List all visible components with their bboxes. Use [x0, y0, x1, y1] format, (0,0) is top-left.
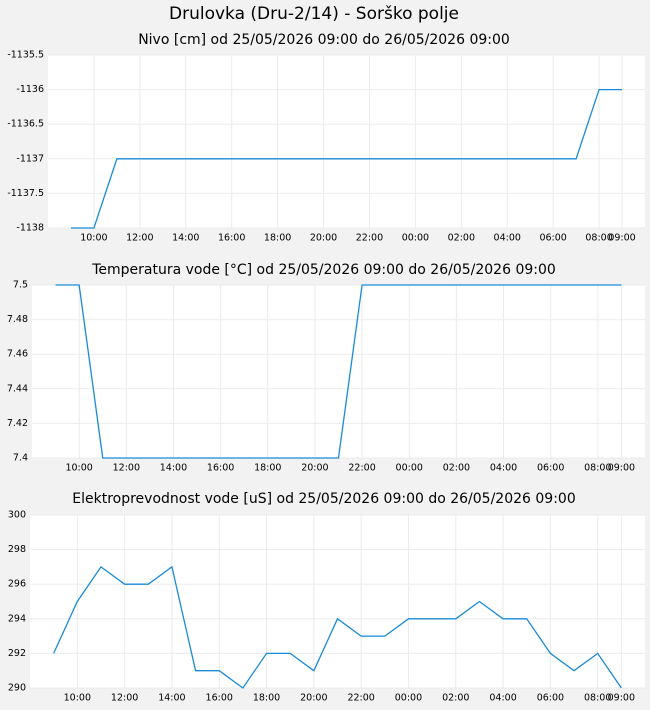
x-tick-label: 00:00 — [396, 463, 423, 474]
x-tick-label: 10:00 — [64, 693, 91, 704]
y-tick-label: 292 — [8, 648, 26, 659]
x-tick-label: 22:00 — [348, 463, 375, 474]
y-tick-label: -1137.5 — [7, 188, 44, 199]
y-tick-label: 294 — [8, 613, 26, 624]
chart-subtitle: Nivo [cm] od 25/05/2026 09:00 do 26/05/2… — [138, 32, 510, 48]
x-tick-label: 12:00 — [113, 463, 140, 474]
y-tick-label: 296 — [8, 579, 26, 590]
x-tick-label: 20:00 — [300, 693, 327, 704]
y-tick-label: -1135.5 — [7, 50, 44, 61]
y-tick-label: 7.4 — [13, 453, 28, 464]
x-tick-label: 08:00 — [584, 463, 611, 474]
chart-subtitle: Elektroprevodnost vode [uS] od 25/05/202… — [72, 491, 575, 507]
x-tick-label: 14:00 — [160, 463, 187, 474]
y-tick-label: -1137 — [16, 153, 44, 164]
x-tick-label: 12:00 — [111, 693, 138, 704]
y-tick-label: 7.5 — [13, 280, 28, 291]
x-tick-label: 06:00 — [537, 463, 564, 474]
y-tick-label: -1136 — [16, 84, 44, 95]
x-tick-label: 16:00 — [207, 463, 234, 474]
x-tick-label: 09:00 — [608, 233, 635, 244]
data-line — [55, 284, 622, 459]
y-tick-label: 298 — [8, 544, 26, 555]
x-tick-label: 02:00 — [442, 693, 469, 704]
x-tick-label: 08:00 — [585, 233, 612, 244]
x-tick-label: 00:00 — [402, 233, 429, 244]
plot-area — [30, 515, 645, 688]
x-tick-label: 02:00 — [443, 463, 470, 474]
y-tick-label: 7.44 — [7, 383, 28, 394]
x-tick-label: 08:00 — [584, 693, 611, 704]
y-tick-label: 290 — [8, 683, 26, 694]
chart-subtitle: Temperatura vode [°C] od 25/05/2026 09:0… — [91, 262, 556, 278]
page-title: Drulovka (Dru-2/14) - Sorško polje — [169, 4, 459, 24]
x-tick-label: 06:00 — [537, 693, 564, 704]
x-tick-label: 14:00 — [158, 693, 185, 704]
x-tick-label: 18:00 — [264, 233, 291, 244]
y-tick-label: 7.46 — [7, 349, 28, 360]
y-tick-label: -1136.5 — [7, 119, 44, 130]
x-tick-label: 10:00 — [65, 463, 92, 474]
x-tick-label: 16:00 — [218, 233, 245, 244]
x-tick-label: 18:00 — [253, 693, 280, 704]
x-tick-label: 00:00 — [395, 693, 422, 704]
x-tick-label: 04:00 — [489, 693, 516, 704]
plot-area — [32, 285, 645, 458]
y-tick-label: 7.48 — [7, 314, 28, 325]
y-tick-label: -1138 — [16, 223, 44, 234]
x-tick-label: 09:00 — [608, 463, 635, 474]
x-tick-label: 16:00 — [206, 693, 233, 704]
x-tick-label: 09:00 — [608, 693, 635, 704]
plot-area — [48, 55, 645, 228]
data-line — [70, 88, 623, 229]
x-tick-label: 14:00 — [172, 233, 199, 244]
y-tick-label: 7.42 — [7, 418, 28, 429]
x-tick-label: 06:00 — [539, 233, 566, 244]
x-tick-label: 20:00 — [301, 463, 328, 474]
x-tick-label: 04:00 — [490, 463, 517, 474]
x-tick-label: 04:00 — [494, 233, 521, 244]
x-tick-label: 20:00 — [310, 233, 337, 244]
x-tick-label: 22:00 — [347, 693, 374, 704]
x-tick-label: 02:00 — [448, 233, 475, 244]
x-tick-label: 22:00 — [356, 233, 383, 244]
y-tick-label: 300 — [8, 510, 26, 521]
data-line — [53, 565, 622, 689]
x-tick-label: 10:00 — [80, 233, 107, 244]
x-tick-label: 12:00 — [126, 233, 153, 244]
x-tick-label: 18:00 — [254, 463, 281, 474]
